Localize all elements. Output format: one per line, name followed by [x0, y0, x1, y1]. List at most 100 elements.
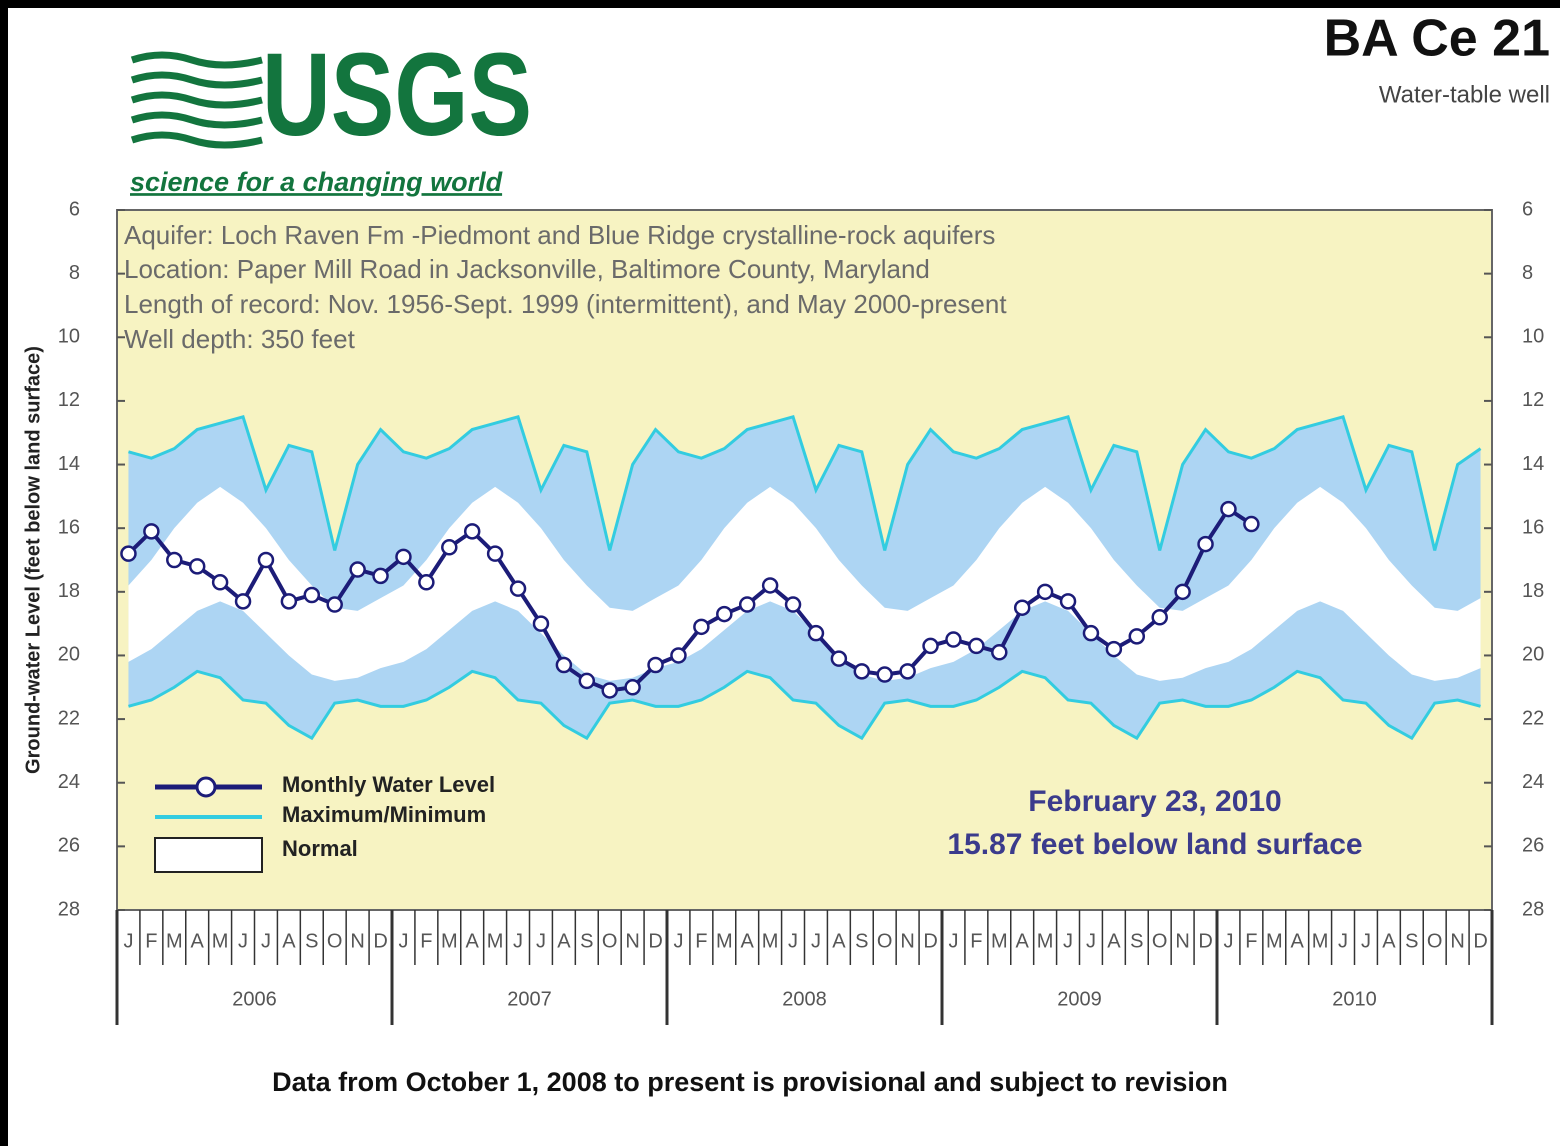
y-tick-label-right: 22	[1522, 707, 1544, 729]
y-tick-label-right: 6	[1522, 198, 1533, 220]
x-tick-label: J	[948, 930, 958, 952]
x-tick-label: J	[238, 930, 248, 952]
water-level-point	[1220, 500, 1237, 518]
y-tick-label-right: 18	[1522, 580, 1544, 602]
x-tick-label: M	[1037, 930, 1054, 952]
water-level-point	[624, 679, 641, 696]
water-level-point	[670, 647, 687, 664]
water-level-point	[1128, 628, 1146, 645]
water-level-point	[555, 656, 573, 674]
x-tick-label: S	[855, 930, 868, 952]
info-line: Well depth: 350 feet	[124, 324, 356, 354]
max-min-line	[128, 414, 1482, 551]
water-level-point	[372, 567, 389, 585]
x-tick-label: J	[398, 930, 408, 952]
x-tick-label: M	[166, 930, 183, 952]
x-tick-label: M	[441, 930, 458, 952]
water-level-point	[326, 596, 343, 613]
water-level-point	[395, 548, 412, 566]
x-tick-label: J	[788, 930, 798, 952]
x-tick-label: J	[1063, 930, 1073, 952]
y-tick-label-right: 12	[1522, 389, 1544, 411]
x-tick-label: N	[350, 930, 364, 952]
y-tick-label-right: 16	[1522, 516, 1544, 538]
x-tick-label: M	[716, 930, 733, 952]
water-level-point	[1174, 583, 1191, 601]
x-tick-label: D	[1473, 930, 1487, 952]
year-label: 2007	[507, 988, 552, 1010]
water-level-point	[761, 577, 779, 594]
water-level-point	[280, 593, 298, 610]
y-tick-label-right: 28	[1522, 898, 1544, 920]
info-line: Location: Paper Mill Road in Jacksonvill…	[124, 254, 930, 284]
water-level-point	[601, 682, 618, 699]
year-label: 2009	[1057, 988, 1102, 1010]
y-tick-label: 26	[58, 835, 80, 857]
water-level-point	[1197, 535, 1214, 553]
water-level-point	[1243, 515, 1260, 533]
x-tick-label: O	[1152, 930, 1168, 952]
year-label: 2006	[232, 988, 277, 1010]
logo-text: USGS	[262, 29, 532, 161]
x-tick-label: O	[327, 930, 343, 952]
x-tick-label: J	[123, 930, 133, 952]
logo-tagline: science for a changing world	[130, 167, 503, 197]
x-tick-label: O	[877, 930, 893, 952]
x-tick-label: D	[373, 930, 387, 952]
year-label: 2010	[1332, 988, 1377, 1010]
legend-label: Monthly Water Level	[282, 772, 495, 797]
x-tick-label: M	[991, 930, 1008, 952]
y-tick-label: 22	[58, 707, 80, 729]
water-level-point	[922, 637, 939, 655]
water-level-point	[716, 605, 733, 623]
x-tick-label: S	[580, 930, 593, 952]
x-tick-label: F	[970, 930, 982, 952]
water-level-point	[1036, 583, 1054, 601]
y-tick-label: 20	[58, 644, 80, 666]
y-tick-label: 14	[58, 453, 80, 475]
water-level-point	[807, 624, 825, 642]
x-tick-label: N	[900, 930, 914, 952]
chart-subtitle: Water-table well	[1379, 81, 1550, 108]
x-tick-label: A	[282, 930, 296, 952]
x-tick-label: J	[811, 930, 821, 952]
y-tick-label-right: 8	[1522, 262, 1533, 284]
water-level-point	[1105, 640, 1123, 658]
water-level-point	[143, 523, 160, 540]
y-tick-label: 24	[58, 771, 80, 793]
x-tick-label: A	[1291, 930, 1305, 952]
x-tick-label: M	[1266, 930, 1283, 952]
water-level-point	[486, 545, 504, 562]
water-level-point	[532, 615, 550, 632]
water-level-point	[1082, 624, 1100, 642]
water-level-point	[120, 545, 137, 562]
water-level-point	[463, 523, 481, 540]
x-tick-label: S	[1130, 930, 1143, 952]
x-tick-label: D	[1198, 930, 1212, 952]
x-tick-label: J	[261, 930, 271, 952]
x-tick-label: N	[1175, 930, 1189, 952]
x-tick-label: F	[145, 930, 157, 952]
water-level-point	[1059, 593, 1077, 610]
water-level-point	[830, 650, 848, 667]
y-tick-label: 10	[58, 326, 80, 348]
info-line: Aquifer: Loch Raven Fm -Piedmont and Blu…	[124, 220, 995, 250]
max-min-line	[128, 669, 1481, 741]
x-tick-label: N	[625, 930, 639, 952]
x-tick-label: O	[1427, 930, 1443, 952]
water-level-point	[188, 558, 206, 575]
y-tick-label-right: 20	[1522, 644, 1544, 666]
x-tick-label: J	[1223, 930, 1233, 952]
x-tick-label: J	[536, 930, 546, 952]
y-tick-label: 16	[58, 516, 80, 538]
x-tick-label: A	[466, 930, 480, 952]
y-tick-label-right: 14	[1522, 453, 1544, 475]
annotation: February 23, 2010	[1028, 785, 1282, 818]
water-level-point	[418, 574, 435, 591]
water-level-point	[945, 631, 962, 648]
water-level-point	[968, 637, 985, 655]
x-tick-label: S	[1405, 930, 1418, 952]
x-tick-label: M	[1312, 930, 1329, 952]
water-level-point	[853, 663, 871, 680]
